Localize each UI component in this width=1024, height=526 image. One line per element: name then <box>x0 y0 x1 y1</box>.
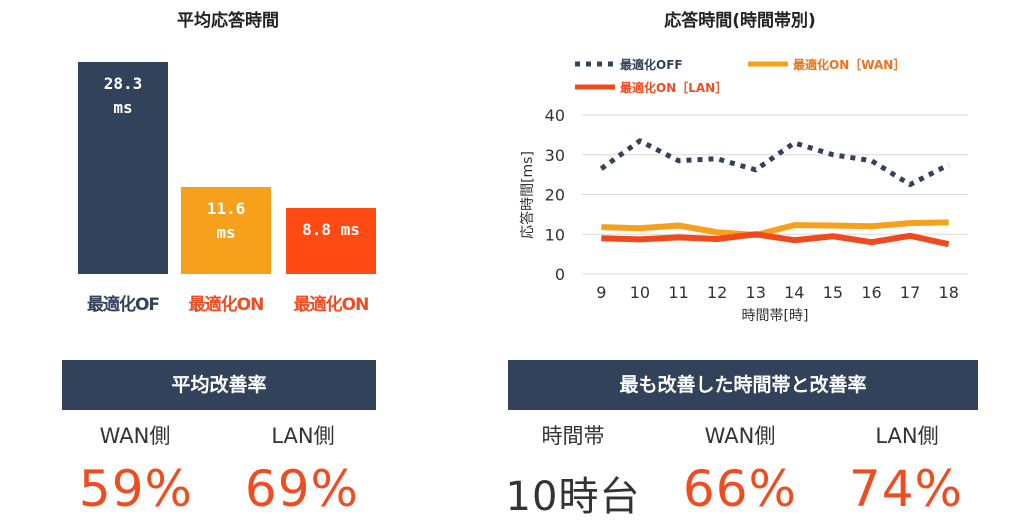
bar-chart-title: 平均応答時間 <box>177 11 279 31</box>
bar-value-label: 8.8 ms <box>302 220 360 240</box>
y-tick-label: 30 <box>545 146 565 165</box>
best-lan-value: 74% <box>848 460 964 518</box>
x-tick-label: 16 <box>861 283 881 302</box>
series-line-2 <box>601 219 949 239</box>
y-tick-label: 40 <box>545 106 565 125</box>
bar-1 <box>78 62 168 274</box>
bar-category-label: 最適化OF <box>86 295 160 315</box>
best-wan-value: 66% <box>682 460 798 518</box>
series-line-3 <box>601 231 950 248</box>
best-lan-label: LAN側 <box>875 424 939 448</box>
bar-value-label: 28.3 ms <box>103 74 143 117</box>
avg-wan-label: WAN側 <box>99 424 171 448</box>
x-tick-label: 18 <box>939 283 959 302</box>
legend-label-1: 最適化OFF <box>620 57 683 72</box>
line-chart-title: 応答時間(時間帯別) <box>664 11 816 31</box>
bar-2 <box>181 187 271 274</box>
line-chart: 0 10 20 30 40 9 10 11 12 13 14 15 16 17 18 時間帯[時] 応答時間[m… <box>519 57 968 324</box>
series-line-1 <box>599 138 950 188</box>
bar-category-label: 最適化ON <box>293 295 370 315</box>
y-tick-label: 10 <box>545 225 565 244</box>
bar-chart: 28.3 ms 最適化OF 11.6 ms 最適化ON 8.8 ms 最適化ON <box>0 0 512 330</box>
x-tick-label: 12 <box>707 283 727 302</box>
legend-label-3: 最適化ON［LAN］ <box>620 80 727 95</box>
x-tick-label: 14 <box>784 283 804 302</box>
bar-category-label: 最適化ON <box>188 295 265 315</box>
x-tick-label: 15 <box>823 283 843 302</box>
y-tick-label: 0 <box>555 265 565 284</box>
avg-lan-label: LAN側 <box>271 424 335 448</box>
x-tick-label: 17 <box>900 283 920 302</box>
x-axis-title: 時間帯[時] <box>742 308 809 324</box>
legend-label-2: 最適化ON［WAN］ <box>793 57 905 72</box>
avg-lan-value: 69% <box>244 460 360 518</box>
avg-wan-value: 59% <box>78 460 194 518</box>
bar-3 <box>286 208 376 274</box>
x-tick-label: 11 <box>668 283 688 302</box>
best-improvement-banner: 最も改善した時間帯と改善率 <box>508 360 978 410</box>
x-tick-label: 9 <box>596 283 606 302</box>
best-time-value: 10時台 <box>505 474 641 520</box>
best-time-label: 時間帯 <box>541 424 605 448</box>
avg-improvement-banner: 平均改善率 <box>62 360 376 410</box>
x-tick-label: 10 <box>630 283 650 302</box>
bar-value-label: 11.6 ms <box>206 199 246 243</box>
x-tick-label: 13 <box>746 283 766 302</box>
y-tick-label: 20 <box>545 186 565 205</box>
best-wan-label: WAN側 <box>704 424 776 448</box>
y-axis-title: 応答時間[ms] <box>519 151 536 239</box>
